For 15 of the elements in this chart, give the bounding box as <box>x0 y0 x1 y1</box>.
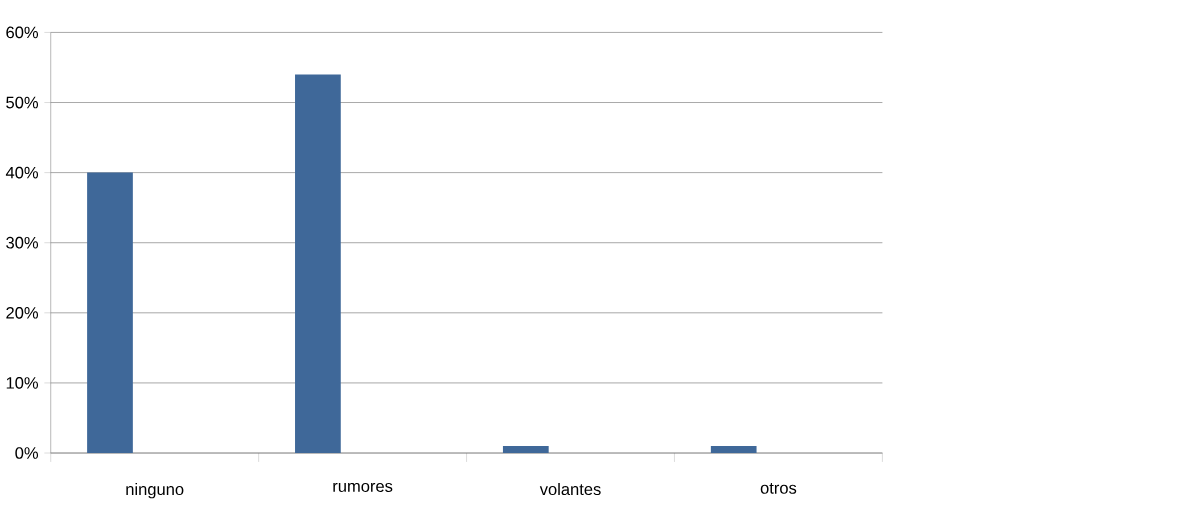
y-tick-label: 40% <box>5 166 39 179</box>
x-tick-label: ninguno <box>126 482 184 499</box>
y-tick-label: 50% <box>6 96 39 109</box>
bar <box>502 446 549 454</box>
y-tick-label: 30% <box>6 236 39 249</box>
x-tick-label: rumores <box>333 482 393 493</box>
bar <box>295 74 341 454</box>
y-tick-label: 60% <box>6 26 39 39</box>
x-tick-label: volantes <box>539 482 601 496</box>
x-tick-label: otros <box>760 482 797 494</box>
y-tick-label: 10% <box>6 377 39 389</box>
y-tick-label: 0% <box>15 447 39 459</box>
y-tick-label: 20% <box>6 307 39 319</box>
bar <box>87 172 133 454</box>
bar <box>710 446 757 454</box>
